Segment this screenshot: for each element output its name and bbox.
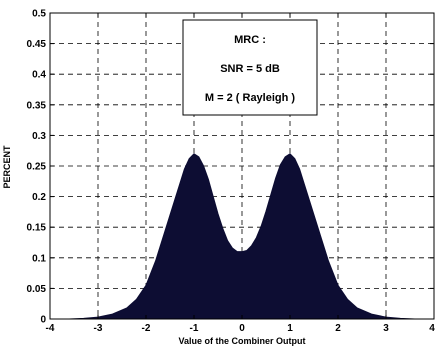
x-tick-label: 3 [383,323,389,334]
y-tick-label: 0.3 [32,131,46,142]
legend-frame [182,19,318,116]
y-tick-label: 0.25 [27,162,47,173]
x-tick-label: 4 [429,323,435,334]
legend-box: MRC : SNR = 5 dB M = 2 ( Rayleigh ) [182,19,318,116]
x-tick-label: 0 [239,323,245,334]
plot-area [69,153,415,320]
x-tick-label: -1 [190,323,199,334]
x-tick-label: -3 [94,323,103,334]
y-tick-label: 0.15 [27,223,47,234]
axis-ticks: -4 -3 -2 -1 0 1 2 3 4 0 0.05 0.1 0.15 0.2 0.25 0.3 0.35 0… [27,9,436,335]
y-tick-label: 0 [40,315,46,326]
legend-line-3: M = 2 ( Rayleigh ) [205,92,295,104]
x-axis-label: Value of the Combiner Output [178,336,305,346]
y-tick-label: 0.05 [27,284,47,295]
y-axis-label: PERCENT [2,145,12,189]
y-tick-label: 0.1 [32,253,46,264]
y-tick-label: 0.35 [27,100,47,111]
x-tick-label: -2 [142,323,151,334]
x-tick-label: -4 [46,323,55,334]
x-tick-label: 1 [287,323,293,334]
y-tick-label: 0.45 [27,39,47,50]
legend-line-1: MRC : [234,34,266,46]
y-tick-label: 0.2 [32,192,46,203]
distribution-area [69,153,415,320]
y-tick-label: 0.4 [32,70,46,81]
legend-line-2: SNR = 5 dB [220,63,280,75]
x-tick-label: 2 [335,323,341,334]
y-tick-label: 0.5 [32,9,46,20]
